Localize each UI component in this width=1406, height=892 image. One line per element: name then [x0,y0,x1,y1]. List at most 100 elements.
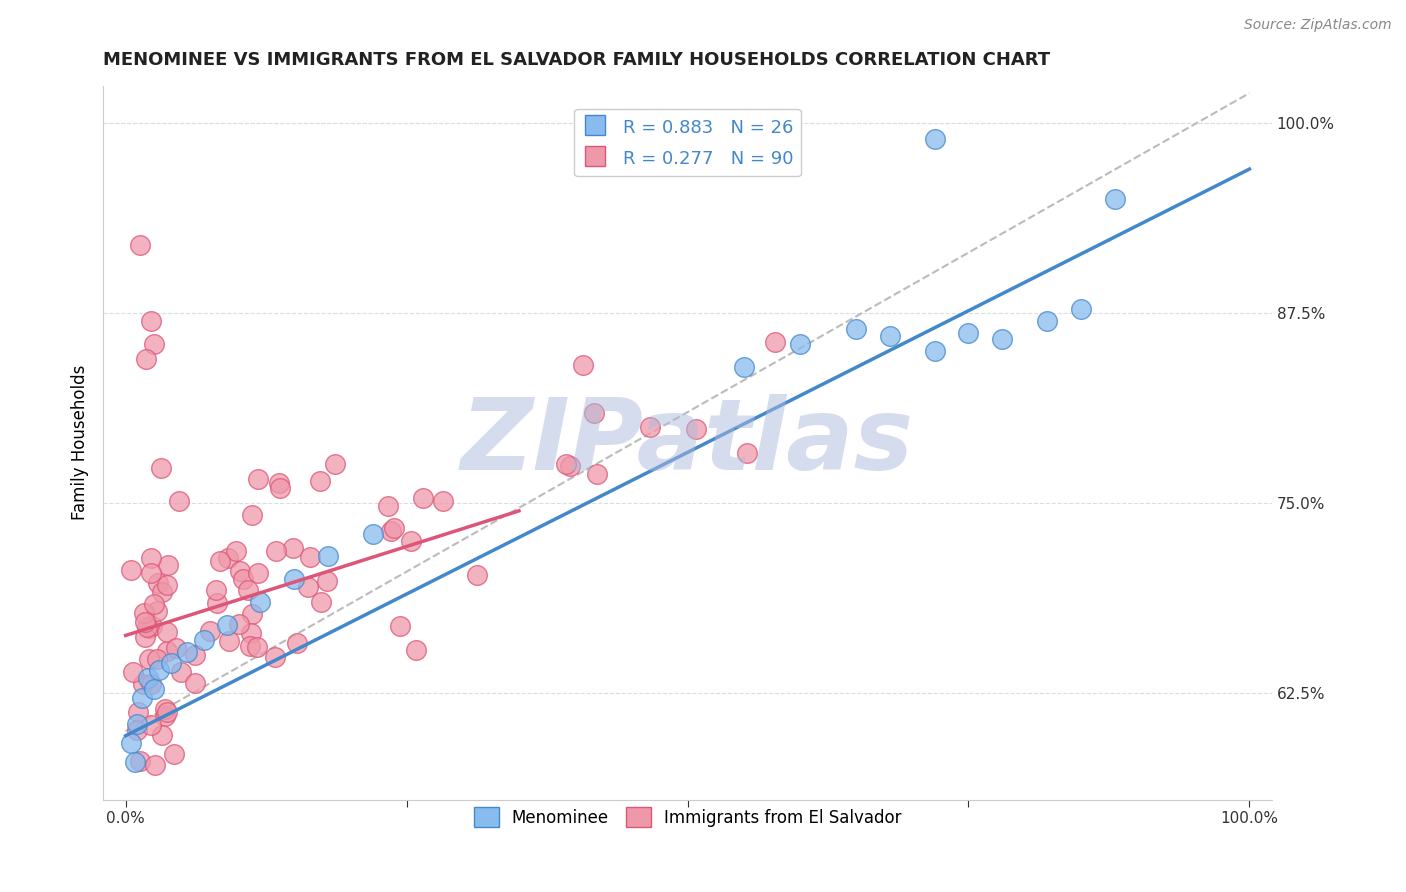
Point [139,566,162,580]
Point [263,650,285,665]
Point [323,457,346,471]
Point [142,336,165,351]
Point [218,633,240,648]
Point [924,131,946,145]
Point [127,723,149,737]
Point [361,526,384,541]
Point [236,582,259,597]
Point [879,329,901,343]
Point [638,419,661,434]
Point [139,314,162,328]
Point [217,551,239,566]
Point [129,754,152,768]
Point [198,624,221,638]
Point [249,595,271,609]
Point [176,645,198,659]
Point [685,422,707,436]
Point [184,648,207,662]
Point [156,644,179,658]
Point [246,566,269,580]
Point [412,491,434,505]
Point [120,736,142,750]
Point [184,676,207,690]
Point [240,508,263,523]
Point [193,633,215,648]
Point [170,665,193,679]
Point [388,619,411,633]
Point [134,631,156,645]
Point [1070,301,1092,316]
Point [232,573,254,587]
Point [150,585,173,599]
Point [139,718,162,732]
Point [991,332,1014,346]
Text: Source: ZipAtlas.com: Source: ZipAtlas.com [1244,18,1392,32]
Point [124,755,146,769]
Point [138,652,160,666]
Point [957,326,980,340]
Point [148,664,170,678]
Point [309,595,332,609]
Point [582,406,605,420]
Point [150,728,173,742]
Point [225,544,247,558]
Point [377,499,399,513]
Point [127,705,149,719]
Point [205,583,228,598]
Point [120,563,142,577]
Point [299,549,322,564]
Point [159,656,181,670]
Point [156,558,179,572]
Point [145,652,167,666]
Point [136,671,159,685]
Point [1104,193,1126,207]
Point [139,677,162,691]
Point [131,690,153,705]
Point [167,494,190,508]
Point [141,618,163,632]
Point [467,567,489,582]
Point [165,641,187,656]
Point [405,642,427,657]
Point [283,572,305,586]
Point [207,596,229,610]
Point [141,550,163,565]
Point [156,578,179,592]
Point [246,640,269,654]
Point [215,617,238,632]
Point [228,617,250,632]
Legend: Menominee, Immigrants from El Salvador: Menominee, Immigrants from El Salvador [467,800,908,834]
Point [281,541,304,555]
Text: ZIPatlas: ZIPatlas [461,394,914,491]
Point [146,576,169,591]
Point [297,580,319,594]
Point [432,493,454,508]
Point [380,524,402,538]
Text: MENOMINEE VS IMMIGRANTS FROM EL SALVADOR FAMILY HOUSEHOLDS CORRELATION CHART: MENOMINEE VS IMMIGRANTS FROM EL SALVADOR… [103,51,1050,69]
Point [149,460,172,475]
Point [136,620,159,634]
Point [143,758,166,772]
Point [134,615,156,629]
Point [142,681,165,696]
Point [316,574,339,589]
Point [132,677,155,691]
Point [285,636,308,650]
Point [735,446,758,460]
Point [309,474,332,488]
Point [229,564,252,578]
Point [845,321,868,335]
Point [155,709,177,723]
Point [129,238,152,252]
Point [156,625,179,640]
Point [156,705,179,719]
Point [240,607,263,621]
Point [132,606,155,620]
Y-axis label: Family Households: Family Households [72,365,89,520]
Point [572,358,595,372]
Point [209,554,232,568]
Point [266,544,288,558]
Point [401,533,423,548]
Point [125,716,148,731]
Point [1036,314,1059,328]
